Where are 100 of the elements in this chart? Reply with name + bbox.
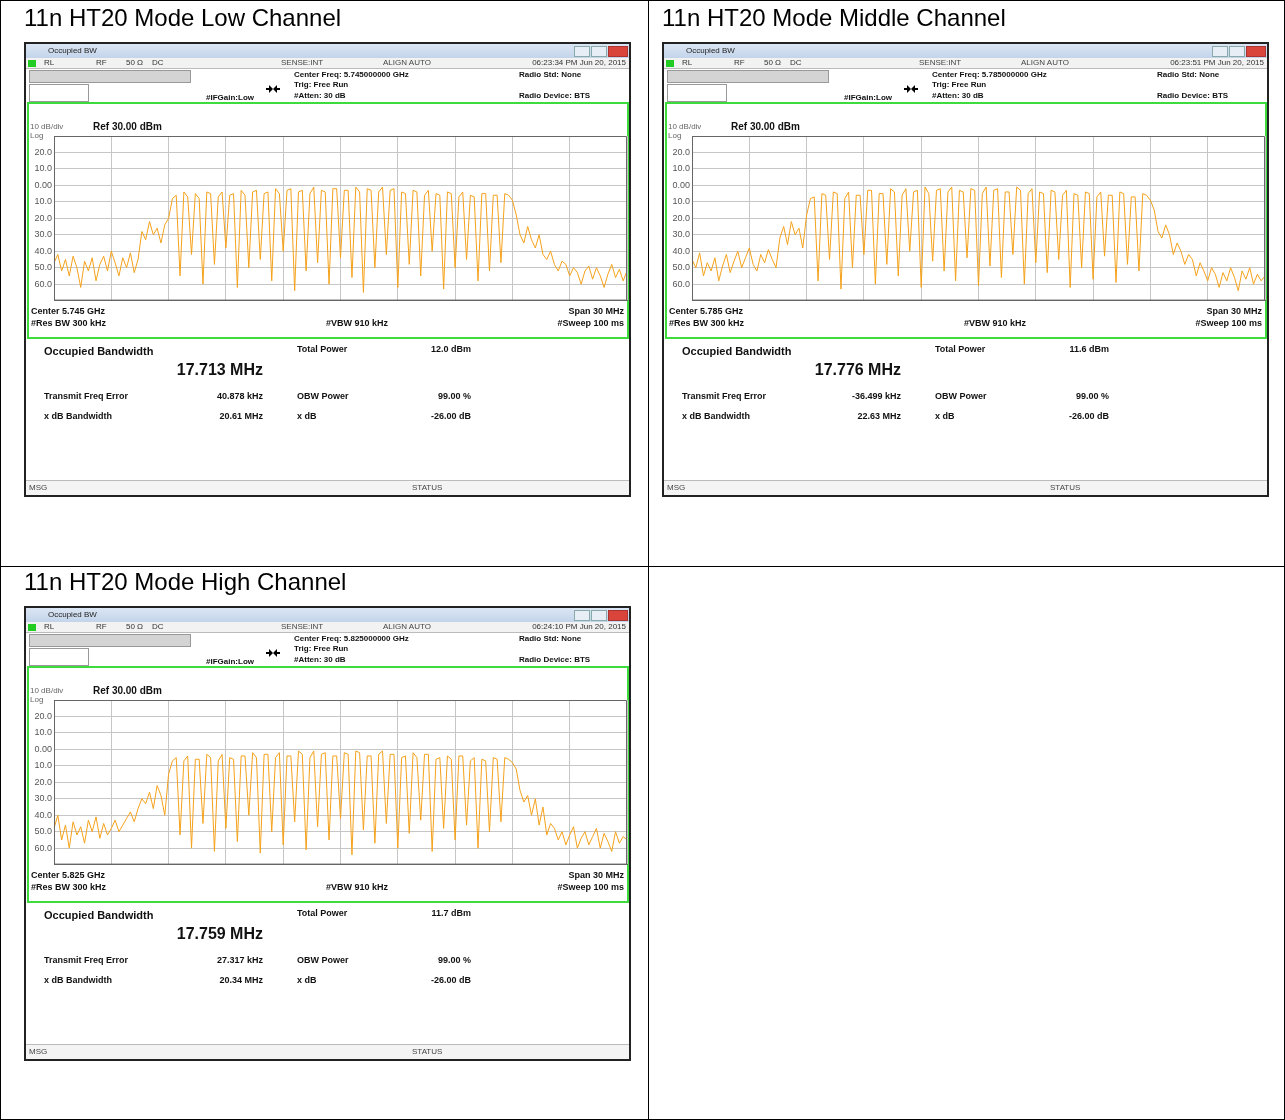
text: Transmit Freq Error [44,955,129,965]
text: Log [30,695,44,704]
text: STATUS [1050,483,1081,492]
text: RL [44,58,55,67]
text: #Sweep 100 ms [557,882,624,892]
text: DC [152,58,164,67]
text: ALIGN AUTO [383,58,431,67]
text: 06:23:34 PM Jun 20, 2015 [532,58,626,67]
text: #IFGain:Low [206,657,254,666]
text: 17.713 MHz [176,361,263,378]
y-tick-label: 0.00 [34,743,52,754]
text: Span 30 MHz [1206,306,1262,316]
y-tick-label: 20.0 [34,212,52,223]
text: x dB [297,975,317,985]
text: Log [668,131,682,140]
text: 17.759 MHz [176,925,263,942]
text: Occupied BW [686,46,735,55]
text: Occupied Bandwidth [682,345,792,357]
text: 11.7 dBm [431,908,471,918]
text: #Res BW 300 kHz [669,318,745,328]
text: x dB [935,411,955,421]
text: -26.00 dB [430,975,471,985]
text: Log [30,131,44,140]
text: x dB Bandwidth [682,411,750,421]
text: 99.00 % [437,391,471,401]
text: 11.6 dBm [1069,344,1109,354]
text: Center 5.785 GHz [669,306,744,316]
text: RF [96,58,107,67]
y-tick-label: 0.00 [34,179,52,190]
text: MSG [29,1047,48,1056]
text: OBW Power [935,391,987,401]
text: 22.63 MHz [857,411,901,421]
text: -26.00 dB [1068,411,1109,421]
text: #VBW 910 kHz [325,318,389,328]
text: #IFGain:Low [844,93,892,102]
y-tick-label: 10.0 [34,163,52,174]
text: Span 30 MHz [568,870,624,880]
text: 12.0 dBm [430,344,471,354]
y-tick-label: 30.0 [34,229,52,240]
text: SENSE:INT [919,58,962,67]
y-tick-label: 10.0 [34,760,52,771]
text: STATUS [412,483,443,492]
y-tick-label: 20.0 [34,710,52,721]
text: Center Freq: 5.825000000 GHz [294,634,409,643]
text: Center Freq: 5.745000000 GHz [294,70,409,79]
text: DC [152,622,164,631]
text: Total Power [297,908,348,918]
y-tick-label: 10.0 [34,727,52,738]
text: 99.00 % [1075,391,1109,401]
y-tick-label: 40.0 [672,245,690,256]
text: Radio Std: None [519,634,582,643]
text: -36.499 kHz [851,391,901,401]
text: 10 dB/div [30,122,64,131]
text: Occupied Bandwidth [44,909,154,921]
text: Center 5.825 GHz [31,870,106,880]
y-tick-label: 10.0 [672,196,690,207]
text: 10 dB/div [30,686,64,695]
text: Transmit Freq Error [44,391,129,401]
text: #Atten: 30 dB [294,655,346,664]
text: 06:24:10 PM Jun 20, 2015 [532,622,626,631]
text: Trig: Free Run [932,80,987,89]
text: Radio Device: BTS [519,91,591,100]
text: 99.00 % [437,955,471,965]
y-tick-label: 60.0 [34,842,52,853]
text: Center 5.745 GHz [31,306,106,316]
text: #VBW 910 kHz [963,318,1027,328]
text: MSG [667,483,686,492]
text: RL [682,58,693,67]
text: x dB Bandwidth [44,975,112,985]
text: 50 Ω [126,58,144,67]
text: DC [790,58,802,67]
chart-title: 11n HT20 Mode Low Channel [24,4,342,31]
text: SENSE:INT [281,58,324,67]
text: 17.776 MHz [814,361,901,378]
text: Ref 30.00 dBm [731,121,800,132]
text: #Atten: 30 dB [932,91,984,100]
text: OBW Power [297,955,349,965]
text: Center Freq: 5.785000000 GHz [932,70,1047,79]
text: Ref 30.00 dBm [93,121,162,132]
text: MSG [29,483,48,492]
y-tick-label: 10.0 [672,163,690,174]
y-tick-label: 50.0 [34,262,52,273]
chart-title: 11n HT20 Mode Middle Channel [662,4,1006,31]
text: STATUS [412,1047,443,1056]
text: 10 dB/div [668,122,702,131]
text: Occupied BW [48,46,97,55]
text: Total Power [935,344,986,354]
text: Occupied BW [48,610,97,619]
text: #IFGain:Low [206,93,254,102]
text: 27.317 kHz [216,955,263,965]
text: Occupied Bandwidth [44,345,154,357]
y-tick-label: 20.0 [672,146,690,157]
y-tick-label: 40.0 [34,245,52,256]
text: ALIGN AUTO [383,622,431,631]
text: #Sweep 100 ms [557,318,624,328]
text: #VBW 910 kHz [325,882,389,892]
text: Ref 30.00 dBm [93,685,162,696]
text: 50 Ω [764,58,782,67]
text: #Res BW 300 kHz [31,882,107,892]
y-tick-label: 30.0 [34,793,52,804]
